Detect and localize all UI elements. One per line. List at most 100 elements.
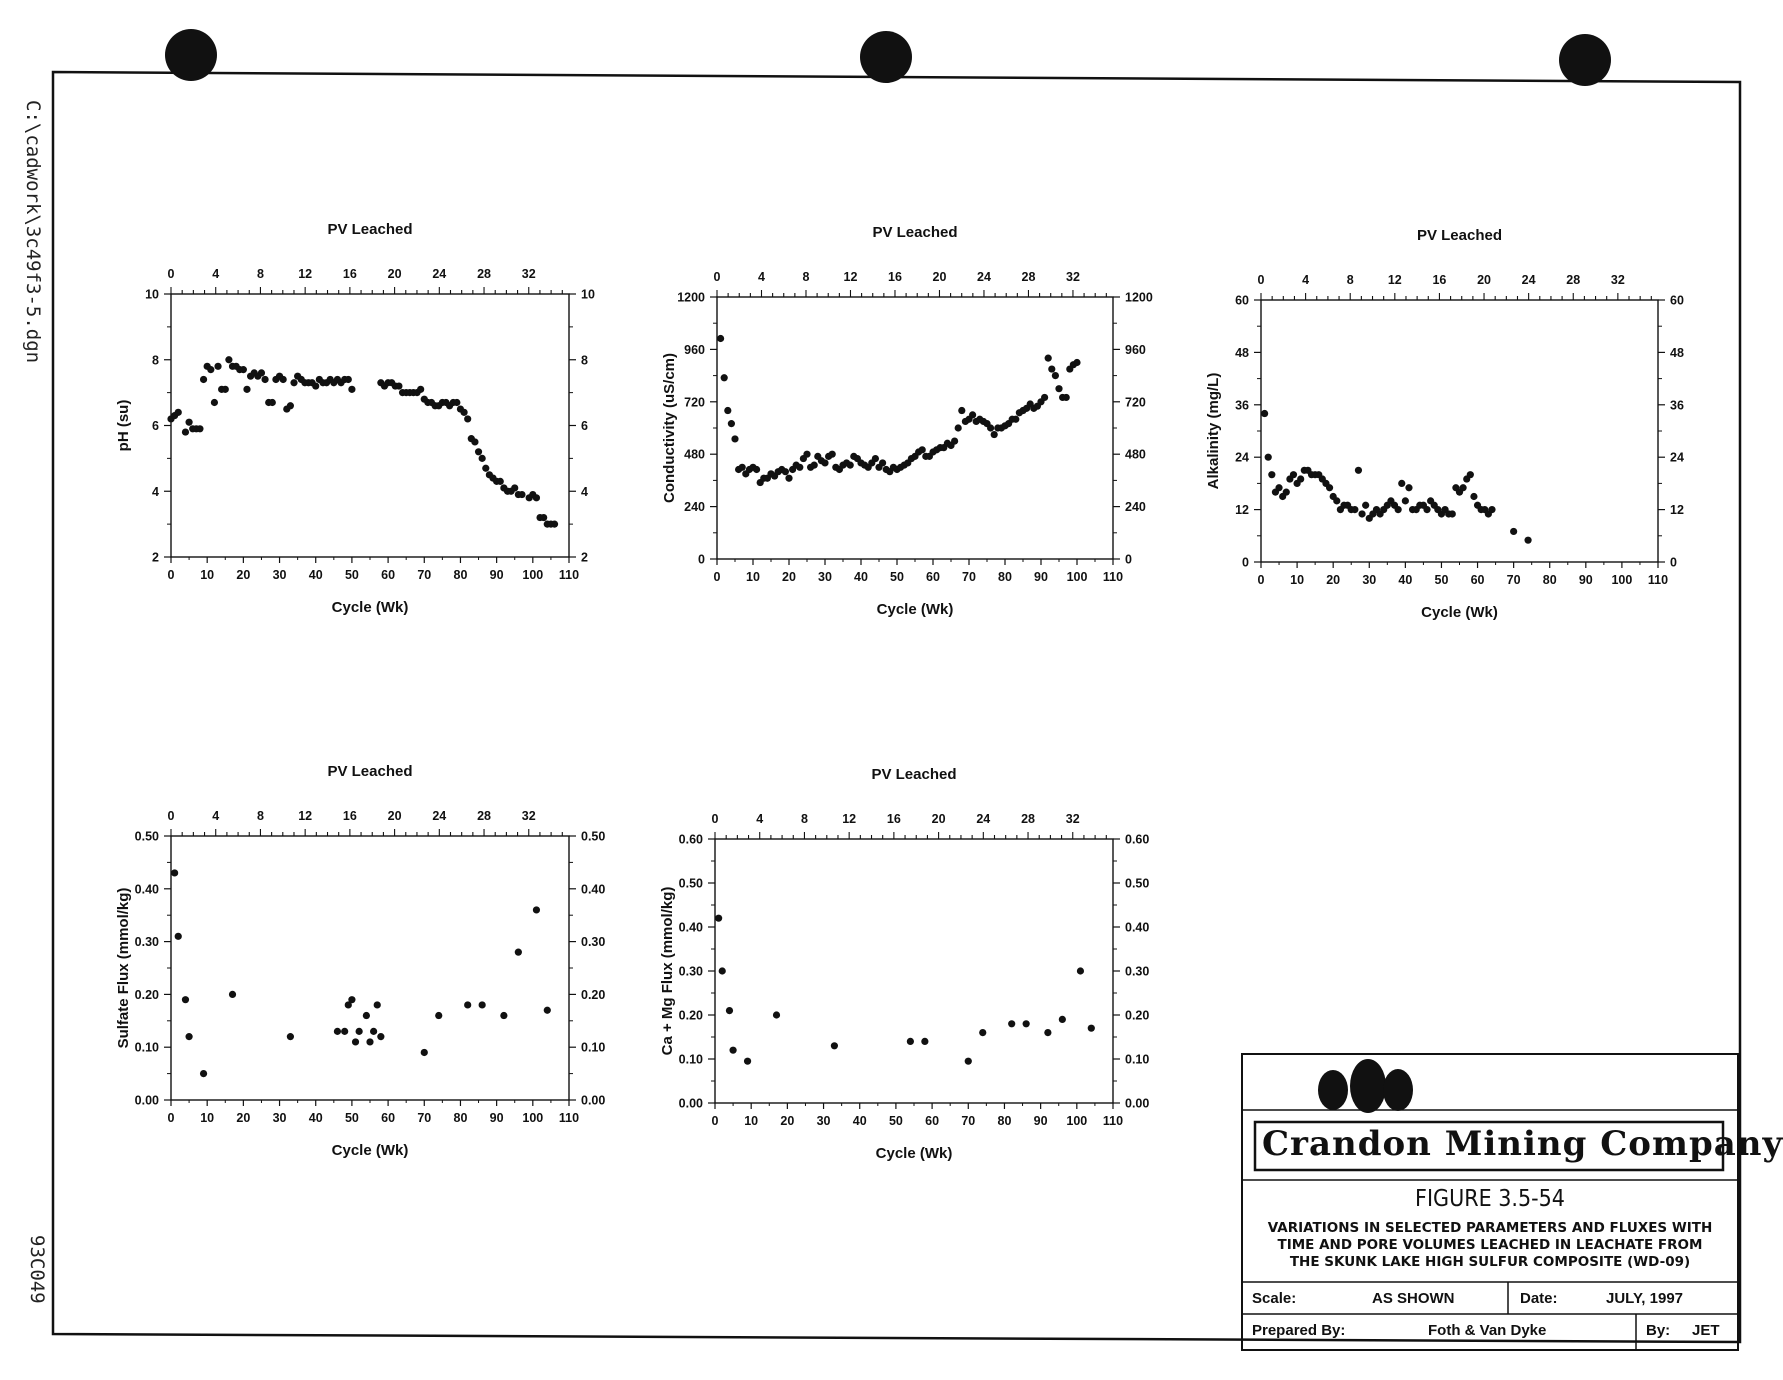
data-point [1297,475,1305,483]
date-label: Date: [1520,1290,1558,1307]
figure-caption-line-2: TIME AND PORE VOLUMES LEACHED IN LEACHAT… [1277,1237,1703,1253]
right-y-tick-label: 60 [1670,294,1684,308]
x-tick-label: 70 [417,568,431,582]
data-point [1076,967,1085,975]
right-y-tick-label: 480 [1125,448,1146,462]
x-tick-label: 90 [1034,570,1048,584]
data-point [1333,497,1341,505]
data-point [1362,501,1370,509]
right-y-tick-label: 0.00 [581,1094,605,1108]
top-axis-title: PV Leached [872,224,957,241]
data-point [344,1001,352,1009]
x-tick-label: 100 [1066,1114,1087,1128]
data-point [753,465,761,474]
x-tick-label: 60 [1471,573,1485,587]
right-y-tick-label: 0.50 [1125,877,1149,891]
data-point [1041,393,1049,402]
x-tick-label: 30 [273,1111,287,1125]
data-point [518,490,526,499]
y-tick-label: 0.40 [135,882,159,896]
company-name-box [1253,1120,1725,1172]
data-point [228,990,237,999]
scale-value: AS SHOWN [1372,1290,1455,1307]
data-point [370,1027,378,1035]
x-axis-label: Cycle (Wk) [1421,604,1498,621]
data-point [785,474,793,482]
top-x-tick-label: 4 [758,270,765,284]
top-x-tick-label: 12 [298,267,312,281]
data-point [717,334,725,343]
data-point [1325,484,1334,492]
top-axis-title: PV Leached [1417,227,1502,244]
y-tick-label: 0.10 [679,1053,703,1067]
right-y-tick-label: 0.40 [581,882,605,896]
right-y-tick-label: 0.60 [1125,833,1149,847]
data-point [181,428,190,436]
data-point [718,967,726,975]
x-tick-label: 40 [1398,573,1412,587]
data-point [1044,1029,1052,1037]
right-y-tick-label: 48 [1670,346,1684,360]
data-point [738,463,746,471]
x-tick-label: 0 [168,1111,175,1125]
binder-hole-left [165,29,217,81]
y-tick-label: 4 [152,485,159,499]
x-tick-label: 20 [782,570,796,584]
data-point [1261,409,1269,418]
data-point [1044,354,1052,362]
data-point [355,1027,363,1035]
data-point [830,1042,839,1050]
x-tick-label: 90 [490,1111,504,1125]
data-point [362,1011,370,1020]
y-tick-label: 8 [152,353,159,367]
top-x-tick-label: 32 [1066,812,1080,826]
data-point [772,1011,781,1019]
sheet-file-path: C:\cadwork\3c49f3-5.dgn [22,100,44,364]
right-y-tick-label: 960 [1125,343,1146,357]
figure-caption-line-3: THE SKUNK LAKE HIGH SULFUR COMPOSITE (WD… [1289,1254,1691,1270]
y-tick-label: 0.50 [679,877,703,891]
right-y-tick-label: 0 [1670,556,1677,570]
data-point [464,415,472,423]
top-x-tick-label: 32 [522,809,536,823]
x-tick-label: 110 [1103,1114,1123,1128]
top-x-tick-label: 12 [842,812,856,826]
data-point [543,1006,551,1014]
data-point [810,461,818,469]
binder-hole-center [860,31,912,83]
data-point [846,461,854,469]
top-x-tick-label: 8 [801,812,808,826]
scale-label: Scale: [1252,1290,1297,1307]
data-point [210,398,219,407]
data-point [268,398,276,407]
top-x-tick-label: 20 [388,809,402,823]
plot-frame [1260,299,1659,563]
data-point [1354,466,1363,474]
binder-hole-right [1559,34,1611,86]
right-y-tick-label: 0.00 [1125,1097,1149,1111]
chart-5: 0 10 20 30 40 50 60 70 80 90 100 110 0 4 8 12 16 20 24 28 32… [659,766,1149,1162]
data-point [720,374,728,382]
x-tick-label: 40 [309,568,323,582]
top-x-tick-label: 12 [298,809,312,823]
y-tick-label: 0.30 [135,935,159,949]
y-tick-label: 0.20 [679,1009,703,1023]
x-tick-label: 40 [309,1111,323,1125]
data-point [243,385,251,393]
data-point [1073,358,1081,367]
top-x-tick-label: 28 [477,267,491,281]
y-tick-label: 0 [698,553,705,567]
x-tick-label: 60 [925,1114,939,1128]
data-point [333,1027,342,1035]
data-point [828,450,836,458]
top-x-tick-label: 16 [1432,273,1446,287]
plot-frame [716,296,1114,560]
data-point [460,408,468,416]
y-axis-label: Conductivity (uS/cm) [661,353,678,503]
data-point [1048,365,1056,373]
data-point [1358,510,1366,518]
data-point [474,448,483,456]
top-x-tick-label: 0 [168,267,175,281]
